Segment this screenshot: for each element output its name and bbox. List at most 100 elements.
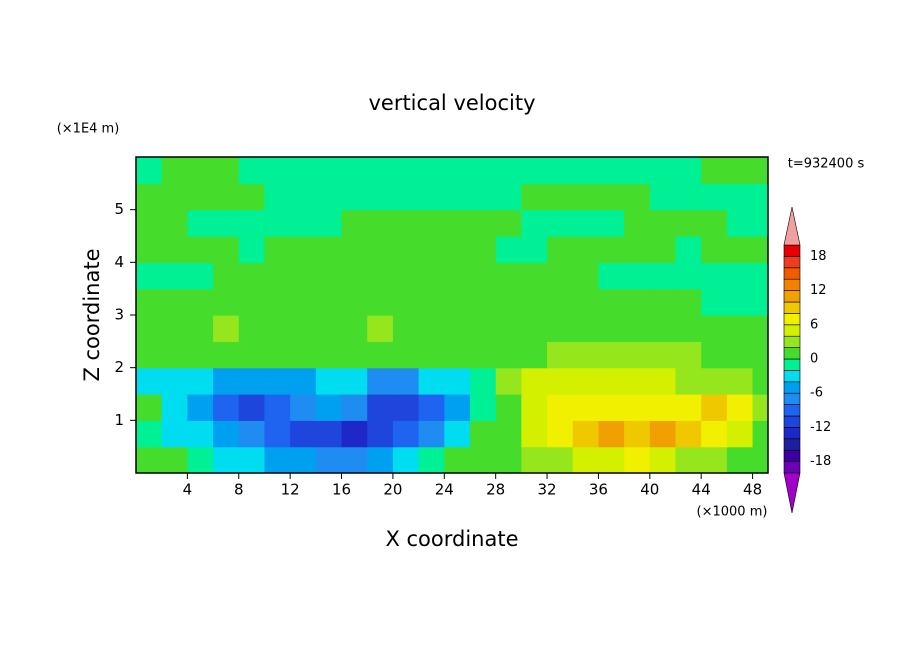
field-cell [187,183,214,211]
field-cell [341,394,368,421]
field-cell [726,341,754,369]
field-cell [572,209,600,237]
field-cell [213,446,240,473]
field-cell [624,394,651,421]
x-tick-label: 16 [332,481,351,499]
field-cell [572,446,600,473]
field-cell [213,157,240,184]
y-tick-label: 1 [114,411,124,429]
field-cell [444,157,471,184]
y-tick-label: 5 [114,200,124,218]
colorbar-label: 12 [810,283,827,298]
field-cell [187,315,214,342]
field-cell [624,236,651,263]
field-cell [495,262,522,290]
field-cell [444,367,471,395]
field-cell [392,209,420,237]
field-cell [290,262,317,290]
field-cell [752,183,768,211]
x-tick-label: 12 [281,481,300,499]
colorbar-box [783,404,801,417]
field-cell [290,315,317,342]
field-cell [187,157,214,184]
field-cell [341,341,368,369]
field-cell [418,183,445,211]
colorbar-label: 0 [810,352,818,367]
field-cell [392,157,420,184]
field-cell [392,288,420,316]
field-cell [315,157,343,184]
contour-field [136,157,768,473]
x-tick-label: 40 [640,481,659,499]
field-cell [367,446,394,473]
field-cell [315,236,343,263]
field-cell [367,236,394,263]
field-cell [752,315,768,342]
field-cell [469,157,497,184]
field-cell [675,262,702,290]
field-cell [136,394,163,421]
field-cell [161,341,188,369]
field-cell [161,262,188,290]
field-cell [290,394,317,421]
field-cell [598,157,625,184]
field-cell [418,446,445,473]
field-cell [136,288,163,316]
field-cell [136,420,163,448]
field-cell [469,262,497,290]
x-tick-label: 28 [486,481,505,499]
field-cell [547,288,574,316]
field-cell [213,262,240,290]
field-cell [752,341,768,369]
field-cell [290,236,317,263]
field-cell [161,209,188,237]
colorbar-box [783,244,801,257]
field-cell [649,209,677,237]
colorbar-label: 6 [810,317,818,332]
field-cell [238,420,266,448]
field-cell [315,446,343,473]
field-cell [726,236,754,263]
field-cell [290,157,317,184]
field-cell [649,262,677,290]
field-cell [701,341,728,369]
field-cell [444,394,471,421]
colorbar-box [783,461,801,474]
field-cell [367,262,394,290]
field-cell [213,236,240,263]
field-cell [469,420,497,448]
field-cell [136,236,163,263]
x-tick-label: 4 [183,481,193,499]
field-cell [649,341,677,369]
field-cell [495,446,522,473]
field-cell [315,209,343,237]
field-cell [136,157,163,184]
field-cell [495,341,522,369]
field-cell [495,183,522,211]
field-cell [444,183,471,211]
field-cell [598,341,625,369]
x-tick-label: 44 [692,481,711,499]
field-cell [418,209,445,237]
field-cell [264,367,291,395]
field-cell [726,367,754,395]
field-cell [547,315,574,342]
field-cell [341,446,368,473]
field-cell [136,315,163,342]
field-cell [547,341,574,369]
field-cell [495,236,522,263]
field-cell [187,446,214,473]
field-cell [649,183,677,211]
field-cell [238,209,266,237]
x-tick-label: 48 [743,481,762,499]
field-cell [418,157,445,184]
x-unit: (×1000 m) [697,505,768,520]
colorbar-box [783,449,801,462]
field-cell [598,367,625,395]
field-cell [187,394,214,421]
field-cell [264,394,291,421]
field-cell [213,183,240,211]
colorbar-high [783,206,801,246]
colorbar-box [783,324,801,337]
field-cell [161,394,188,421]
